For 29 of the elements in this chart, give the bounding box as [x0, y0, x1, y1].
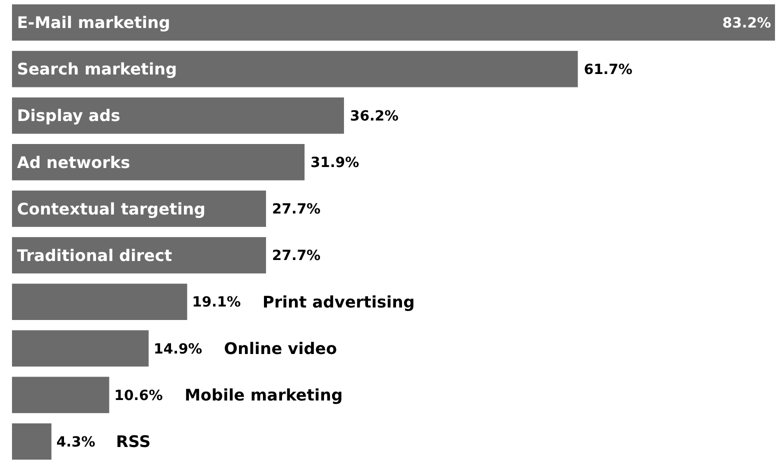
- bar: [12, 330, 149, 367]
- bar: [12, 376, 110, 414]
- data-label: 83.2%: [722, 15, 771, 32]
- y-tick-label: Online video: [224, 338, 338, 358]
- bar: [12, 237, 266, 274]
- data-label: 19.1%: [192, 294, 241, 311]
- data-label: 31.9%: [310, 155, 360, 172]
- data-label: 36.2%: [350, 108, 399, 125]
- data-label: 61.7%: [584, 62, 632, 78]
- data-label: 27.7%: [272, 248, 321, 264]
- bar: [12, 423, 52, 460]
- data-label: 10.6%: [114, 388, 163, 404]
- bar: [12, 50, 578, 88]
- bar: [12, 97, 344, 134]
- bar: [12, 4, 775, 41]
- y-tick-label: Contextual targeting: [17, 199, 206, 218]
- y-tick-label: Search marketing: [17, 60, 177, 79]
- bar: [12, 144, 305, 180]
- y-tick-label: Print advertising: [262, 292, 415, 312]
- y-tick-label: E-Mail marketing: [17, 13, 170, 32]
- y-tick-label: Display ads: [17, 106, 120, 126]
- y-tick-label: RSS: [116, 432, 151, 452]
- data-label: 14.9%: [154, 341, 202, 358]
- data-label: 27.7%: [272, 202, 321, 218]
- y-tick-label: Ad networks: [17, 152, 130, 172]
- bar: [12, 284, 188, 320]
- y-tick-label: Traditional direct: [17, 246, 172, 265]
- data-label: 4.3%: [56, 434, 96, 450]
- y-tick-label: Mobile marketing: [184, 386, 343, 405]
